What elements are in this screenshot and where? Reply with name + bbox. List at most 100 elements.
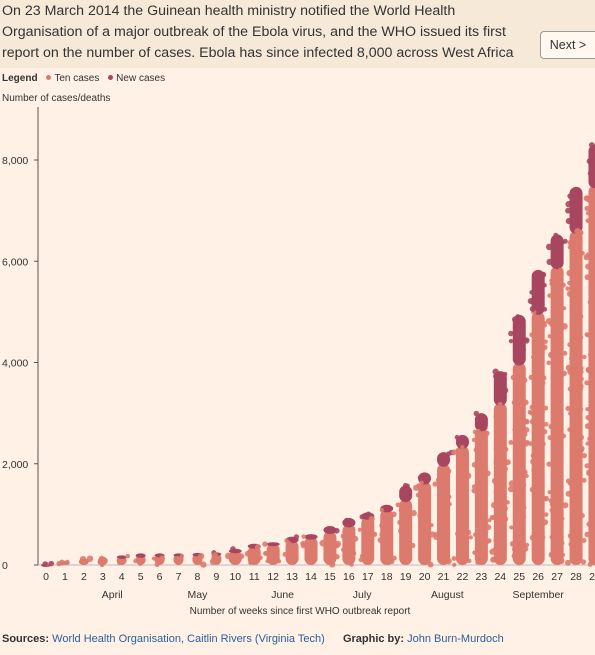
bar-dot	[501, 387, 509, 394]
bar-dot	[473, 447, 478, 453]
bar-column	[116, 553, 130, 566]
bar-dot	[491, 515, 496, 521]
bar-dot	[557, 539, 565, 547]
bar-new-cases	[588, 144, 595, 189]
bar-dot	[368, 515, 375, 523]
bar-dot	[465, 529, 472, 536]
bar-dot	[98, 555, 105, 562]
y-tick-label: 0	[2, 560, 8, 572]
bar-ten-cases	[399, 499, 413, 565]
bar-dot	[567, 342, 573, 348]
bar-dot	[556, 479, 563, 485]
bar-dot	[494, 463, 499, 468]
bar-new-cases	[116, 555, 127, 559]
bar-dot	[523, 427, 530, 433]
bar-dot	[466, 558, 472, 564]
x-tick-label: 11	[249, 571, 260, 583]
bar-dot	[553, 232, 559, 238]
bar-dot	[445, 529, 451, 534]
bar-dot	[529, 404, 536, 411]
graphic-label: Graphic by:	[342, 633, 405, 645]
bar-dot	[379, 531, 385, 538]
bar-dot	[429, 531, 436, 538]
bar-dot	[549, 320, 557, 328]
bar-dot	[538, 542, 543, 547]
bar-dot	[300, 540, 306, 547]
bar-dot	[570, 408, 577, 415]
bar-dot	[358, 557, 364, 563]
bar-dot	[538, 278, 543, 283]
sources-link[interactable]: World Health Organisation, Caitlin River…	[52, 633, 325, 645]
bar-dot	[517, 348, 524, 355]
bar-dot	[542, 307, 548, 312]
bar-dot	[572, 482, 579, 489]
bar-column	[192, 552, 207, 568]
bar-dot	[591, 256, 595, 262]
bar-dot	[542, 283, 547, 288]
bar-dot	[558, 452, 564, 458]
x-tick-label: 23	[476, 571, 488, 583]
bar-dot	[496, 382, 502, 387]
bar-dot	[549, 507, 554, 513]
bar-dot	[457, 536, 463, 542]
bar-dot	[458, 493, 464, 499]
bar-dot	[561, 323, 568, 330]
bar-column	[319, 526, 342, 568]
bar-dot	[561, 552, 566, 557]
bar-dot	[508, 480, 515, 487]
bar-dot	[575, 388, 581, 393]
bar-dot	[556, 458, 563, 465]
bar-dot	[366, 557, 373, 563]
bar-dot	[523, 337, 530, 344]
bar-dot	[515, 495, 523, 503]
bar-dot	[565, 559, 572, 566]
bar-dot	[547, 293, 552, 298]
bar-dot	[521, 431, 528, 438]
bar-dot	[490, 502, 498, 509]
bar-dot	[590, 445, 595, 451]
bar-dot	[404, 532, 409, 537]
bar-column	[133, 553, 146, 566]
intro-header: On 23 March 2014 the Guinean health mini…	[0, 0, 595, 68]
author-link[interactable]: John Burn-Murdoch	[407, 633, 504, 645]
bar-dot	[455, 504, 463, 511]
bar-dot	[333, 527, 340, 534]
bar-dot	[427, 561, 434, 568]
bar-dot	[400, 553, 406, 559]
bar-ten-cases	[512, 362, 526, 565]
bar-dot	[136, 557, 143, 564]
bar-dot	[578, 406, 584, 412]
bar-dot	[433, 535, 439, 541]
bar-column	[413, 472, 436, 568]
bar-dot	[528, 410, 535, 416]
bar-dot	[554, 269, 560, 276]
bar-dot	[528, 374, 534, 380]
bar-dot	[522, 469, 528, 475]
next-button[interactable]: Next >	[540, 31, 595, 59]
bar-dot	[541, 375, 547, 381]
bar-dot	[565, 478, 571, 484]
bar-dot	[549, 278, 554, 283]
bar-dot	[379, 507, 384, 513]
x-tick-label: 18	[381, 571, 393, 583]
bar-column	[97, 555, 108, 568]
bar-column	[395, 482, 417, 565]
bar-dot	[556, 398, 562, 404]
bar-dot	[517, 476, 522, 482]
bar-dot	[438, 495, 445, 502]
bar-dot	[463, 455, 468, 461]
bar-dot	[517, 400, 522, 405]
bar-dot	[263, 550, 269, 556]
bar-dot	[591, 229, 595, 236]
bar-dot	[579, 445, 585, 452]
bar-dot	[566, 269, 573, 277]
bar-dot	[521, 377, 528, 384]
bar-dot	[546, 461, 552, 467]
bar-dot	[562, 238, 568, 244]
x-tick-label: 25	[513, 571, 525, 583]
bar-dot	[507, 485, 515, 493]
bar-dot	[424, 498, 429, 504]
bar-dot	[487, 518, 492, 523]
bar-dot	[556, 442, 562, 449]
x-tick-label: 4	[119, 571, 125, 583]
